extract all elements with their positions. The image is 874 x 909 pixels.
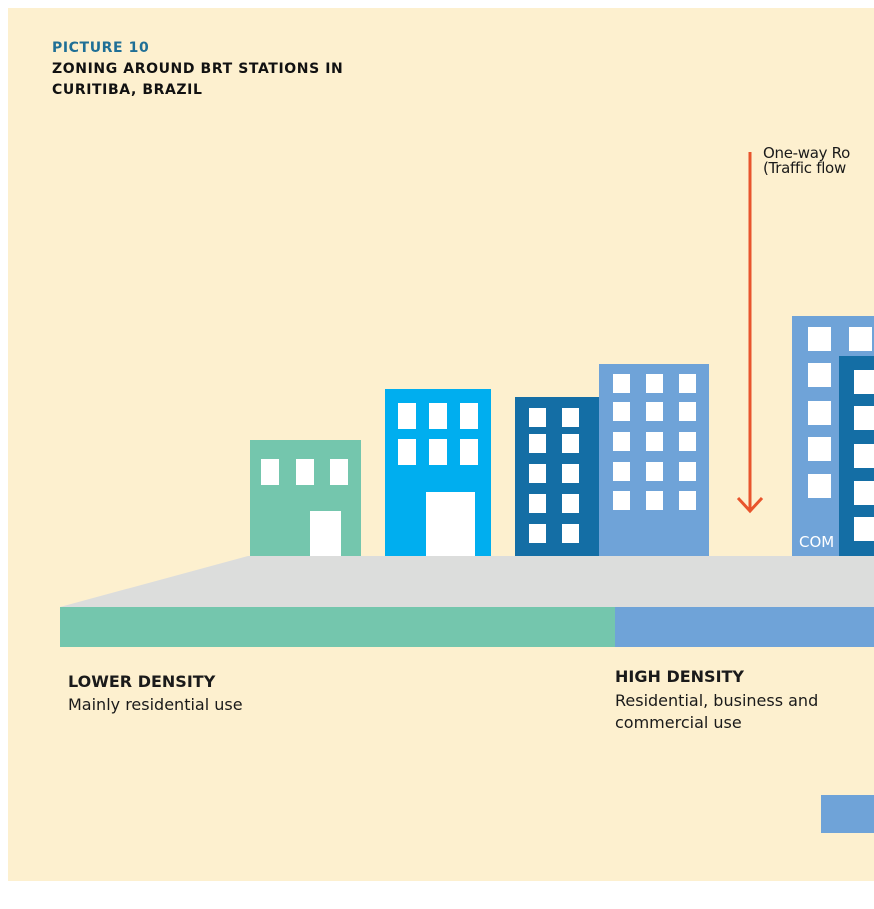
high-density-heading: HIGH DENSITY [615,667,745,686]
building-tower-navy [515,397,605,556]
figure-kicker: PICTURE 10 [52,40,150,56]
traffic-flow-arrow [736,152,764,514]
building-partial-label: COM [799,533,834,551]
building-highrise-navy [839,356,874,556]
lower-density-bar [60,607,615,647]
building-lowrise-green [250,440,361,556]
one-way-road-label: One-way Ro (Traffic flow [763,144,850,177]
lower-density-description: Mainly residential use [68,695,243,714]
high-density-bar [615,607,874,647]
street-platform [60,556,874,607]
building-midrise-cyan [385,389,491,556]
building-door [426,492,475,556]
infographic-panel: PICTURE 10 ZONING AROUND BRT STATIONS IN… [8,8,874,881]
high-density-description: Residential, business and commercial use [615,691,819,732]
zoning-illustration: COM [60,152,874,833]
building-door [310,511,341,556]
legend-swatch [821,795,874,833]
lower-density-heading: LOWER DENSITY [68,672,216,691]
building-tower-periwinkle [599,364,709,556]
figure-title: ZONING AROUND BRT STATIONS IN CURITIBA, … [52,61,344,98]
